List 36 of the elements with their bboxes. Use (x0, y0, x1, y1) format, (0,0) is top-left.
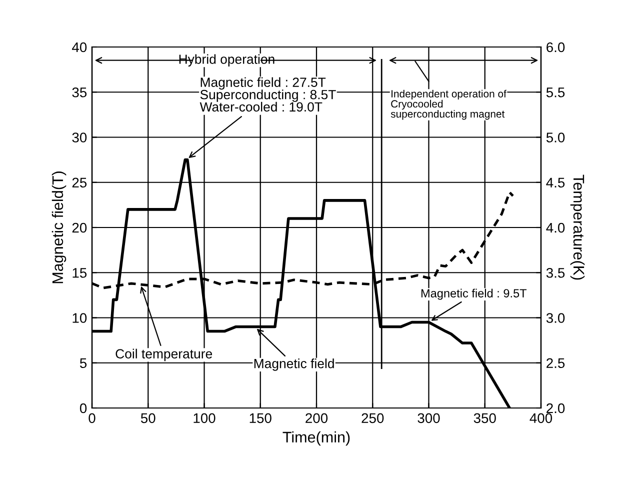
annotation: Independent operation of Cryocooled superconducting magnet (390, 90, 506, 120)
y-tick-label: 40 (72, 42, 87, 52)
x-tick-label: 200 (306, 413, 328, 424)
y2-tick-label: 4.5 (546, 178, 565, 188)
annotation: Magnetic field : 27.5T Superconducting : 8.5T Water-cooled : 19.0T (200, 77, 336, 112)
y2-tick-label: 2.5 (546, 358, 565, 368)
x-tick-label: 0 (88, 413, 96, 424)
y2-tick-label: 4.0 (546, 222, 565, 233)
y-tick-label: 5 (80, 358, 87, 368)
y2-tick-label: 5.0 (546, 132, 565, 142)
y2-tick-label: 3.5 (546, 268, 565, 278)
y-axis-title: Magnetic field(T) (52, 172, 66, 284)
x-tick-label: 400 (530, 413, 552, 424)
x-tick-label: 100 (194, 413, 216, 424)
x-tick-label: 300 (418, 413, 440, 424)
y-tick-label: 10 (72, 313, 87, 323)
x-tick-label: 350 (474, 413, 496, 424)
x-tick-label: 150 (250, 413, 272, 424)
x-axis-title: Time(min) (282, 431, 350, 446)
y-tick-label: 35 (72, 87, 87, 98)
x-tick-label: 250 (362, 413, 384, 424)
y-tick-label: 30 (72, 132, 87, 142)
y2-tick-label: 5.5 (546, 88, 565, 98)
annotation: Magnetic field (254, 358, 334, 371)
y2-tick-label: 3.0 (546, 313, 565, 323)
y-tick-label: 25 (72, 178, 87, 188)
annotation: Coil temperature (116, 348, 212, 362)
x-tick-label: 50 (140, 413, 156, 424)
annotation: Magnetic field : 9.5T (421, 288, 527, 300)
y-tick-label: 20 (72, 222, 87, 233)
y-tick-label: 0 (80, 403, 87, 414)
annotation: Hybrid operation (179, 54, 274, 67)
y2-axis-title: Temperature(K) (570, 174, 585, 280)
y2-tick-label: 2.0 (546, 403, 565, 414)
y-tick-label: 15 (72, 268, 87, 278)
y2-tick-label: 6.0 (546, 42, 565, 52)
